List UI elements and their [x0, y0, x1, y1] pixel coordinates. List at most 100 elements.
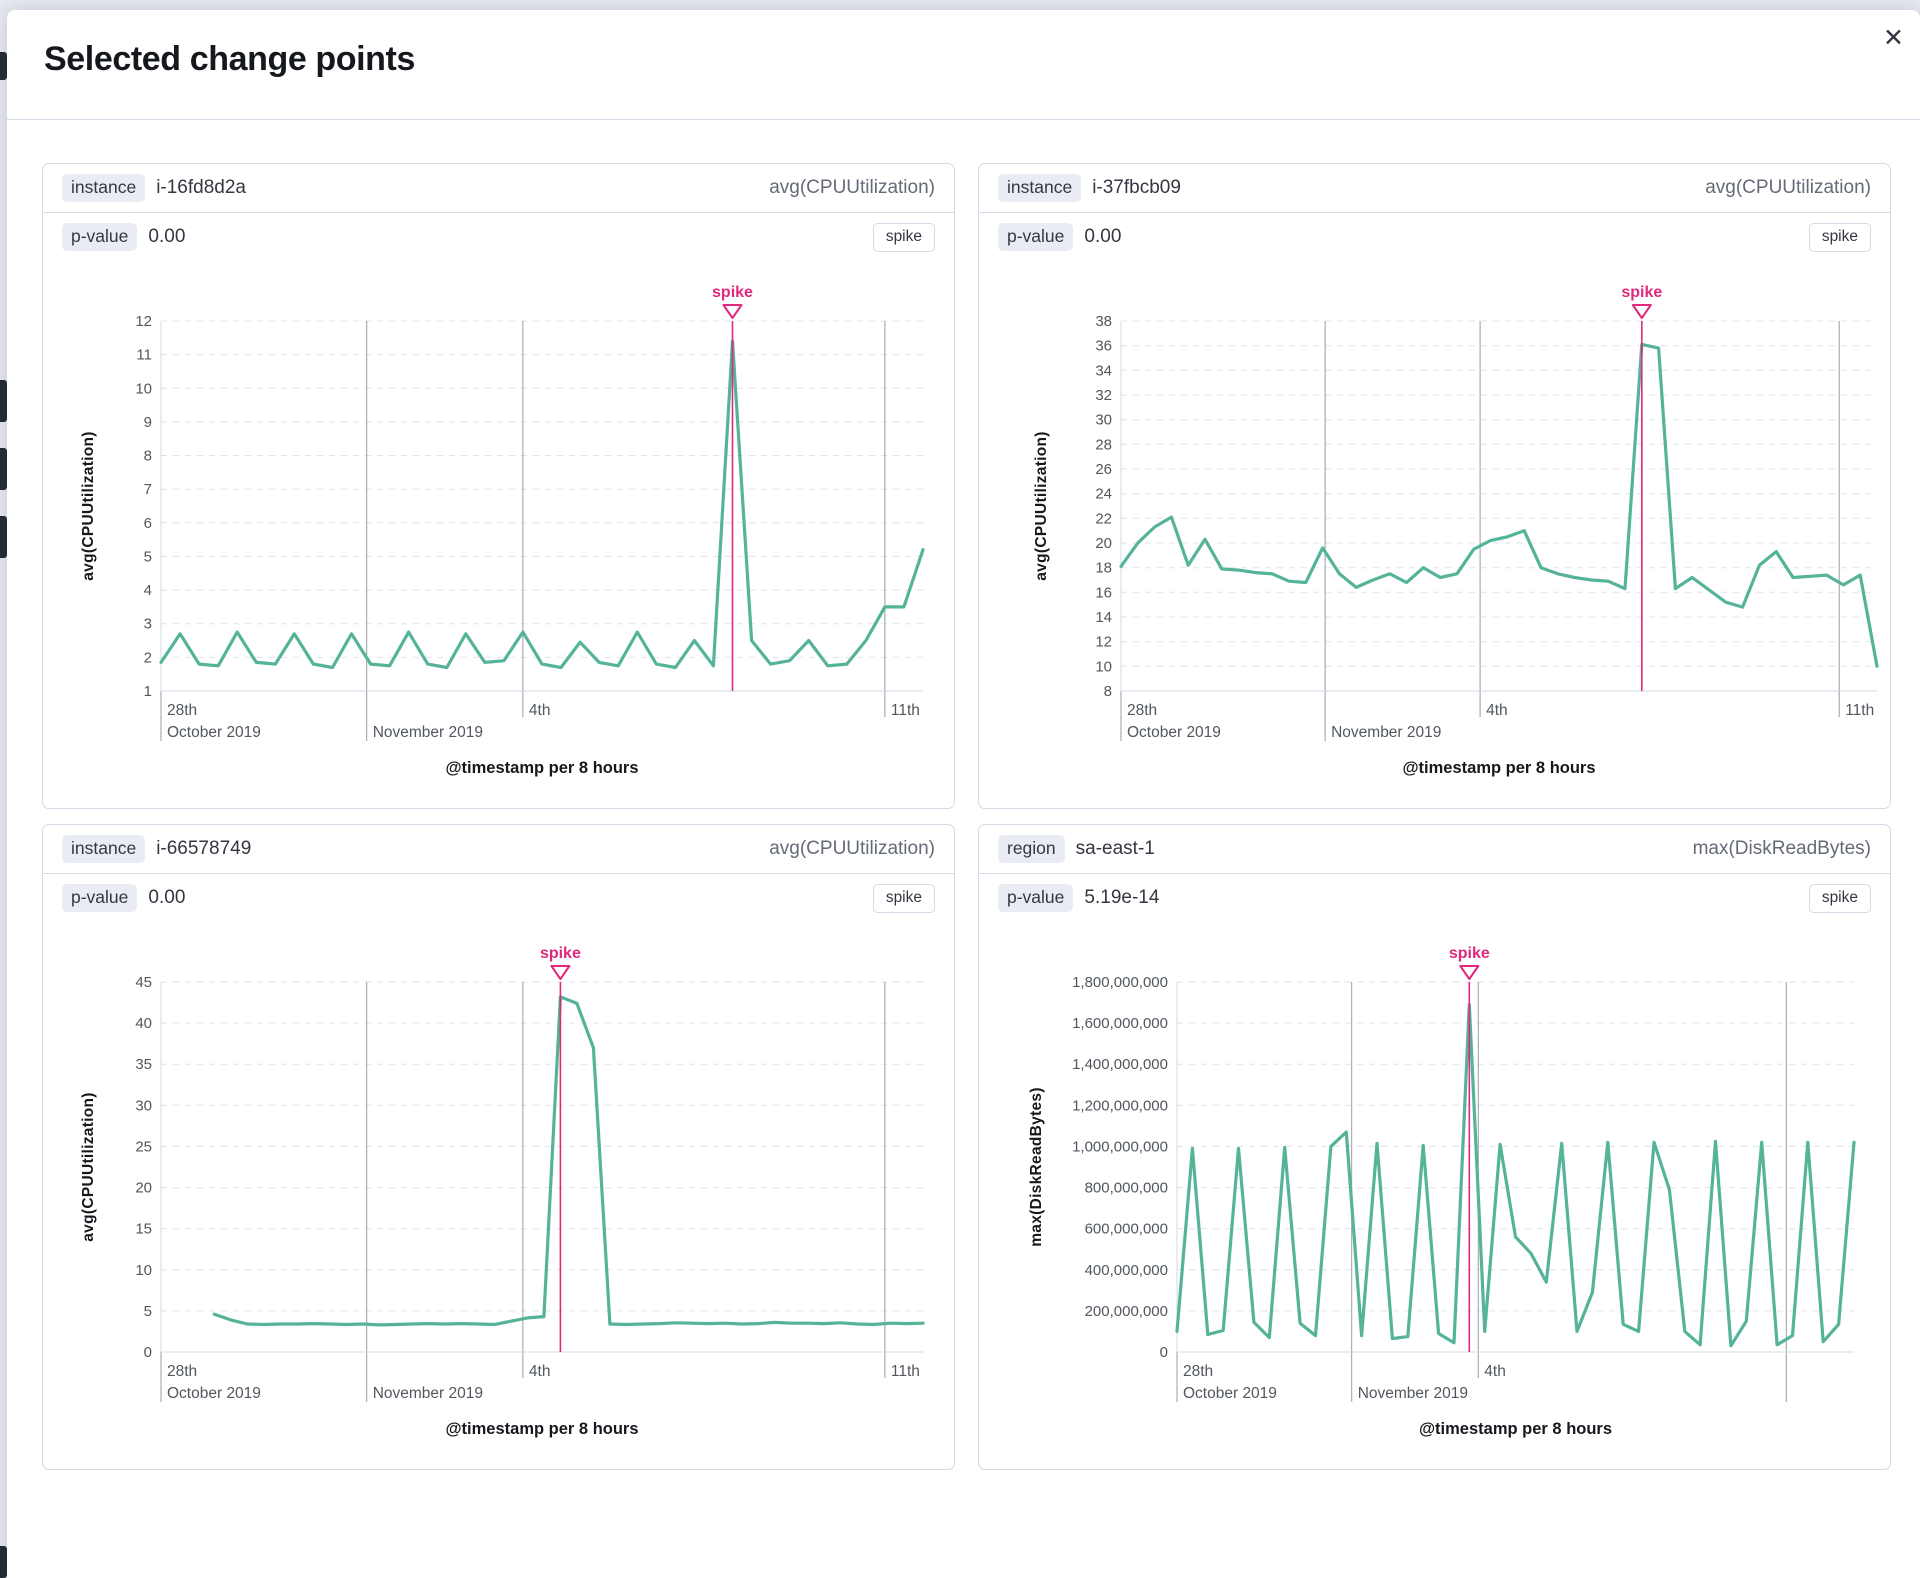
field-value: i-37fbcb09	[1092, 177, 1181, 198]
spike-annotation: spike	[540, 945, 581, 1352]
svg-text:October 2019: October 2019	[167, 724, 261, 741]
svg-text:18: 18	[1095, 560, 1112, 577]
svg-text:4th: 4th	[1484, 1363, 1506, 1380]
line-chart-svg: 0 200,000,000 400,000,000 600,000,000 800,00…	[1028, 945, 1856, 1438]
p-value-badge: p-value	[998, 223, 1074, 251]
svg-text:1,200,000,000: 1,200,000,000	[1072, 1097, 1168, 1114]
svg-text:spike: spike	[1621, 284, 1662, 301]
svg-text:40: 40	[135, 1015, 152, 1032]
svg-text:10: 10	[135, 1262, 152, 1279]
svg-text:20: 20	[135, 1180, 152, 1197]
svg-text:34: 34	[1095, 362, 1112, 379]
svg-text:4th: 4th	[529, 702, 551, 719]
svg-text:November 2019: November 2019	[373, 724, 483, 741]
svg-text:November 2019: November 2019	[1358, 1385, 1468, 1402]
svg-text:22: 22	[1095, 510, 1112, 527]
close-icon[interactable]: ✕	[1877, 20, 1910, 57]
svg-text:@timestamp per 8 hours: @timestamp per 8 hours	[445, 759, 638, 777]
svg-text:avg(CPUUtilization): avg(CPUUtilization)	[80, 431, 97, 581]
change-type-button[interactable]: spike	[1808, 883, 1871, 913]
svg-text:24: 24	[1095, 486, 1112, 503]
p-value-value: 0.00	[148, 887, 186, 908]
change-point-chart: 0 200,000,000 400,000,000 600,000,000 800,00…	[979, 922, 1890, 1465]
svg-text:@timestamp per 8 hours: @timestamp per 8 hours	[1402, 759, 1595, 777]
p-value-badge: p-value	[62, 223, 138, 251]
svg-text:5: 5	[144, 1303, 152, 1320]
svg-text:11th: 11th	[891, 702, 920, 719]
svg-text:30: 30	[135, 1097, 152, 1114]
svg-text:26: 26	[1095, 461, 1112, 478]
p-value-badge: p-value	[62, 884, 138, 912]
background-fragment	[0, 1546, 7, 1578]
spike-annotation: spike	[1621, 284, 1662, 691]
svg-text:8: 8	[144, 448, 152, 465]
svg-text:7: 7	[144, 481, 152, 498]
background-fragment	[0, 516, 7, 558]
svg-text:3: 3	[144, 616, 152, 633]
svg-text:30: 30	[1095, 412, 1112, 429]
aggregation-label: avg(CPUUtilization)	[1705, 177, 1871, 198]
spike-annotation: spike	[1449, 945, 1490, 1352]
field-value: i-66578749	[156, 838, 252, 859]
svg-text:32: 32	[1095, 387, 1112, 404]
svg-text:November 2019: November 2019	[373, 1385, 483, 1402]
change-point-panel: instance i-37fbcb09 avg(CPUUtilization) …	[978, 163, 1891, 809]
svg-text:0: 0	[144, 1344, 152, 1361]
svg-text:8: 8	[1104, 683, 1112, 700]
svg-text:1,000,000,000: 1,000,000,000	[1072, 1138, 1168, 1155]
svg-text:400,000,000: 400,000,000	[1085, 1262, 1168, 1279]
field-name-badge: region	[998, 835, 1065, 863]
svg-text:25: 25	[135, 1138, 152, 1155]
background-fragment	[0, 52, 7, 80]
svg-text:10: 10	[135, 380, 152, 397]
svg-text:1,400,000,000: 1,400,000,000	[1072, 1056, 1168, 1073]
svg-text:35: 35	[135, 1056, 152, 1073]
svg-text:October 2019: October 2019	[1127, 724, 1221, 741]
svg-text:11th: 11th	[891, 1363, 920, 1380]
svg-text:2: 2	[144, 649, 152, 666]
svg-text:5: 5	[144, 549, 152, 566]
svg-text:@timestamp per 8 hours: @timestamp per 8 hours	[445, 1420, 638, 1438]
change-type-button[interactable]: spike	[872, 222, 935, 252]
series-line	[1175, 1002, 1856, 1348]
svg-text:12: 12	[1095, 634, 1112, 651]
svg-text:12: 12	[135, 313, 152, 330]
p-value-badge: p-value	[998, 884, 1074, 912]
svg-text:28th: 28th	[167, 1363, 197, 1380]
line-chart-svg: 0 5 10 15 20 25 30 35 40 45 28th 4th 11th October 201…	[80, 945, 925, 1438]
svg-text:9: 9	[144, 414, 152, 431]
field-value: i-16fd8d2a	[156, 177, 246, 198]
change-type-button[interactable]: spike	[1808, 222, 1871, 252]
svg-text:spike: spike	[712, 284, 753, 301]
field-name-badge: instance	[62, 174, 146, 202]
svg-text:spike: spike	[540, 945, 581, 962]
svg-text:10: 10	[1095, 658, 1112, 675]
svg-text:28th: 28th	[1183, 1363, 1213, 1380]
svg-text:November 2019: November 2019	[1331, 724, 1441, 741]
svg-text:11th: 11th	[1845, 702, 1874, 719]
svg-text:800,000,000: 800,000,000	[1085, 1180, 1168, 1197]
change-point-chart: 1 2 3 4 5 6 7 8 9 10 11 12 28th 4th 11th October 2019 No…	[43, 261, 954, 804]
spike-marker-icon	[1631, 304, 1652, 319]
aggregation-label: avg(CPUUtilization)	[769, 838, 935, 859]
spike-marker-icon	[550, 965, 571, 980]
svg-text:October 2019: October 2019	[1183, 1385, 1277, 1402]
change-point-panel: instance i-16fd8d2a avg(CPUUtilization) …	[42, 163, 955, 809]
svg-text:avg(CPUUtilization): avg(CPUUtilization)	[1033, 431, 1050, 581]
background-fragment	[0, 448, 7, 490]
aggregation-label: max(DiskReadBytes)	[1692, 838, 1871, 859]
field-name-badge: instance	[62, 835, 146, 863]
svg-text:45: 45	[135, 974, 152, 991]
svg-text:spike: spike	[1449, 945, 1490, 962]
svg-text:28th: 28th	[1127, 702, 1157, 719]
svg-text:11: 11	[136, 347, 152, 364]
change-point-panel: region sa-east-1 max(DiskReadBytes) p-va…	[978, 824, 1891, 1470]
change-type-button[interactable]: spike	[872, 883, 935, 913]
svg-text:16: 16	[1095, 584, 1112, 601]
svg-text:600,000,000: 600,000,000	[1085, 1221, 1168, 1238]
svg-text:36: 36	[1095, 338, 1112, 355]
page-title: Selected change points	[44, 40, 415, 78]
series-line	[159, 339, 925, 670]
svg-text:@timestamp per 8 hours: @timestamp per 8 hours	[1419, 1420, 1612, 1438]
